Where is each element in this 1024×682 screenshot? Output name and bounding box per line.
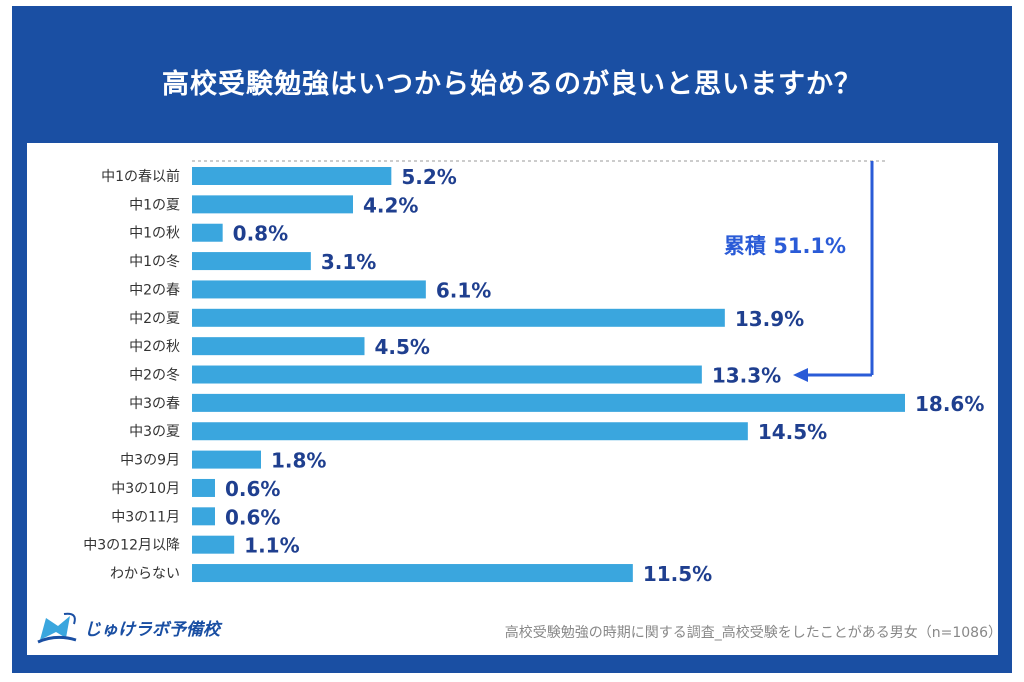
value-label: 4.5% <box>375 335 430 359</box>
category-label: 中2の夏 <box>129 311 180 327</box>
bar <box>192 195 353 214</box>
value-label: 1.1% <box>244 534 299 558</box>
value-label: 18.6% <box>915 392 984 416</box>
bar <box>192 507 215 526</box>
cumulative-annotation: 累積 51.1% <box>724 234 846 258</box>
logo-text: じゅけラボ予備校 <box>84 619 220 640</box>
bar <box>192 280 426 299</box>
logo-book-icon <box>37 612 77 644</box>
category-label: 中2の春 <box>129 282 180 298</box>
value-label: 6.1% <box>436 278 491 302</box>
logo: じゅけラボ予備校 <box>36 610 220 644</box>
bar <box>192 365 702 384</box>
bar <box>192 450 261 469</box>
category-label: 中3の12月以降 <box>83 538 180 554</box>
value-label: 14.5% <box>758 420 827 444</box>
value-label: 3.1% <box>321 250 376 274</box>
value-label: 1.8% <box>271 449 326 473</box>
value-label: 0.6% <box>225 505 280 529</box>
value-label: 0.6% <box>225 477 280 501</box>
bar <box>192 308 725 327</box>
category-label: 中1の秋 <box>129 226 180 242</box>
arrow-head-icon <box>793 368 808 382</box>
bar <box>192 535 235 554</box>
bar <box>192 393 905 412</box>
bar <box>192 337 365 356</box>
category-label: わからない <box>110 566 180 582</box>
value-label: 13.9% <box>735 307 804 331</box>
category-label: 中3の10月 <box>111 481 180 497</box>
value-label: 13.3% <box>712 364 781 388</box>
category-label: 中3の11月 <box>111 509 180 525</box>
value-label: 5.2% <box>401 165 456 189</box>
category-label: 中3の春 <box>129 396 180 412</box>
category-label: 中1の夏 <box>129 197 180 213</box>
bar <box>192 564 633 583</box>
category-label: 中3の夏 <box>129 424 180 440</box>
bar <box>192 422 748 441</box>
value-label: 11.5% <box>643 562 712 586</box>
category-label: 中1の春以前 <box>101 168 180 185</box>
value-label: 0.8% <box>233 222 288 246</box>
bar <box>192 252 311 271</box>
category-label: 中2の冬 <box>129 368 180 384</box>
value-label: 4.2% <box>363 193 418 217</box>
bar <box>192 167 392 185</box>
category-label: 中2の秋 <box>129 339 180 355</box>
category-label: 中1の冬 <box>129 254 180 270</box>
chart-title: 高校受験勉強はいつから始めるのが良いと思いますか？ <box>162 69 862 100</box>
source-note: 高校受験勉強の時期に関する調査_高校受験をしたことがある男女（n=1086） <box>504 625 1002 641</box>
bar <box>192 478 215 497</box>
bar <box>192 223 223 242</box>
category-label: 中3の9月 <box>120 453 180 469</box>
